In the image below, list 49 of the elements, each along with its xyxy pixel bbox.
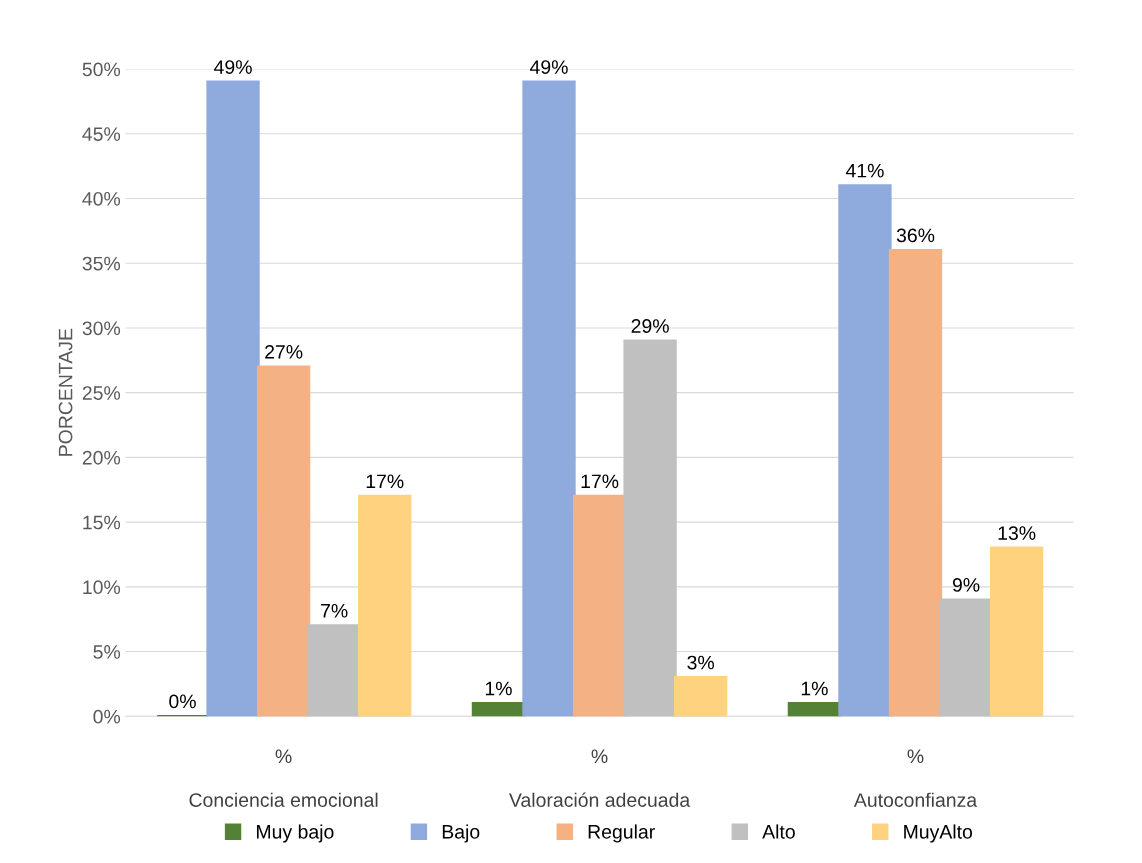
y-tick-label: 25% [82,386,121,400]
legend-label: MuyAlto [904,824,973,843]
text: % [907,749,924,764]
data-label: 13% [998,526,1036,540]
data-label: 3% [687,655,715,670]
data-label: 27% [265,345,303,359]
data-label: 1% [801,681,828,696]
text: % [591,749,608,764]
bar [623,339,677,717]
data-label: 41% [845,163,884,178]
y-tick-label: 15% [83,515,121,530]
bar [358,494,412,717]
bar [307,624,361,717]
bar [838,184,892,717]
data-label: 9% [952,578,980,592]
y-tick-label: 45% [82,127,121,141]
text: % [275,749,292,764]
legend-label: Bajo [442,824,480,843]
data-label: 17% [581,474,619,489]
x-tick-label: Autoconfianza [853,792,978,807]
x-tick-label: Valoración adecuada [509,792,691,807]
legend-label: Muy bajo [257,824,334,843]
bar [673,676,728,717]
legend-label: Alto [762,824,795,839]
y-tick-label: 30% [82,321,121,336]
data-label: 17% [366,474,404,489]
data-label: 36% [896,228,935,243]
y-tick-label: 20% [82,450,121,465]
bar [939,598,993,717]
y-tick-label: 5% [93,645,121,659]
y-tick-label: 40% [82,191,121,206]
data-label: 49% [529,60,568,74]
y-tick-label: 10% [83,580,121,595]
y-tick-label: 0% [93,709,121,724]
legend-label: Regular [588,824,655,843]
y-tick-label: 35% [82,256,121,271]
bar [522,80,576,717]
data-label: 29% [631,319,669,333]
x-tick-label: Conciencia emocional [189,792,378,807]
data-label: 49% [214,60,252,74]
bar [989,546,1044,717]
bar [206,80,260,717]
y-tick-label: 50% [82,62,121,77]
data-label: 7% [321,603,348,618]
bar [888,248,943,717]
data-label: 1% [485,681,512,696]
bar [256,365,311,717]
y-axis-title: PORCENTAJE [58,328,73,456]
data-label: 0% [169,694,196,709]
